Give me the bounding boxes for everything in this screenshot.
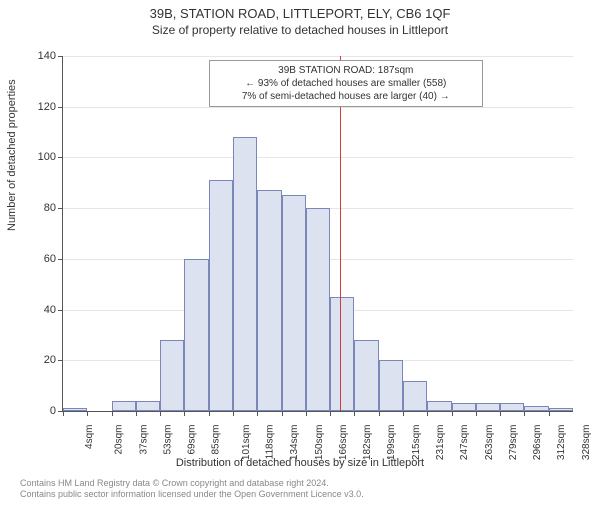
- xtick-label: 69sqm: [187, 425, 198, 455]
- xtick-mark: [452, 411, 453, 416]
- xtick-label: 312sqm: [557, 425, 568, 461]
- histogram-bar: [160, 340, 184, 411]
- xtick-label: 263sqm: [484, 425, 495, 461]
- ytick-label: 140: [38, 50, 56, 62]
- ytick-label: 60: [44, 253, 56, 265]
- histogram-bar: [233, 137, 257, 411]
- histogram-bar: [330, 297, 354, 411]
- ytick-label: 0: [50, 405, 56, 417]
- plot-area: [62, 56, 573, 412]
- xtick-mark: [379, 411, 380, 416]
- xtick-mark: [87, 411, 88, 416]
- ytick-mark: [58, 107, 63, 108]
- ytick-mark: [58, 259, 63, 260]
- ytick-mark: [58, 310, 63, 311]
- marker-info-line: 39B STATION ROAD: 187sqm: [216, 64, 476, 77]
- histogram-bar: [112, 401, 136, 411]
- xtick-mark: [330, 411, 331, 416]
- xtick-label: 150sqm: [314, 425, 325, 461]
- ytick-mark: [58, 157, 63, 158]
- footer-line-2: Contains public sector information licen…: [20, 489, 364, 499]
- histogram-bar: [524, 406, 548, 411]
- marker-info-line: ← 93% of detached houses are smaller (55…: [216, 77, 476, 90]
- histogram-bar: [209, 180, 233, 411]
- xtick-label: 231sqm: [435, 425, 446, 461]
- xtick-mark: [354, 411, 355, 416]
- ytick-label: 100: [38, 151, 56, 163]
- marker-info-line: 7% of semi-detached houses are larger (4…: [216, 90, 476, 103]
- chart-title: 39B, STATION ROAD, LITTLEPORT, ELY, CB6 …: [0, 6, 600, 21]
- xtick-label: 182sqm: [362, 425, 373, 461]
- histogram-bar: [136, 401, 160, 411]
- xtick-mark: [112, 411, 113, 416]
- histogram-bar: [549, 408, 573, 411]
- xtick-mark: [136, 411, 137, 416]
- histogram-bar: [282, 195, 306, 411]
- xtick-label: 166sqm: [338, 425, 349, 461]
- xtick-label: 279sqm: [508, 425, 519, 461]
- xtick-label: 20sqm: [114, 425, 125, 455]
- xtick-label: 247sqm: [459, 425, 470, 461]
- gridline: [63, 157, 573, 158]
- xtick-mark: [427, 411, 428, 416]
- marker-line: [340, 56, 341, 411]
- xtick-mark: [160, 411, 161, 416]
- xtick-mark: [524, 411, 525, 416]
- xtick-label: 37sqm: [138, 425, 149, 455]
- xtick-mark: [209, 411, 210, 416]
- histogram-bar: [63, 408, 87, 411]
- xtick-label: 53sqm: [162, 425, 173, 455]
- xtick-label: 101sqm: [241, 425, 252, 461]
- xtick-mark: [233, 411, 234, 416]
- histogram-bar: [354, 340, 378, 411]
- xtick-mark: [63, 411, 64, 416]
- xtick-label: 4sqm: [84, 425, 95, 449]
- footer-line-1: Contains HM Land Registry data © Crown c…: [20, 478, 329, 488]
- ytick-mark: [58, 208, 63, 209]
- xtick-label: 118sqm: [264, 425, 275, 460]
- xtick-mark: [403, 411, 404, 416]
- histogram-bar: [452, 403, 476, 411]
- xtick-label: 296sqm: [532, 425, 543, 461]
- xtick-mark: [257, 411, 258, 416]
- chart-subtitle: Size of property relative to detached ho…: [0, 23, 600, 37]
- xtick-label: 134sqm: [289, 425, 300, 461]
- histogram-bar: [500, 403, 524, 411]
- histogram-bar: [476, 403, 500, 411]
- ytick-label: 80: [44, 202, 56, 214]
- histogram-bar: [379, 360, 403, 411]
- xtick-mark: [306, 411, 307, 416]
- ytick-mark: [58, 360, 63, 361]
- footer-text: Contains HM Land Registry data © Crown c…: [20, 478, 364, 500]
- histogram-bar: [403, 381, 427, 411]
- xtick-label: 328sqm: [581, 425, 592, 461]
- xtick-mark: [500, 411, 501, 416]
- histogram-bar: [257, 190, 281, 411]
- histogram-bar: [184, 259, 208, 411]
- xtick-mark: [184, 411, 185, 416]
- gridline: [63, 56, 573, 57]
- xtick-mark: [549, 411, 550, 416]
- xtick-mark: [282, 411, 283, 416]
- ytick-label: 120: [38, 101, 56, 113]
- xtick-mark: [476, 411, 477, 416]
- ytick-label: 20: [44, 354, 56, 366]
- ytick-mark: [58, 56, 63, 57]
- histogram-bar: [306, 208, 330, 411]
- xtick-label: 85sqm: [211, 425, 222, 455]
- ytick-label: 40: [44, 304, 56, 316]
- y-axis-label: Number of detached properties: [6, 79, 18, 231]
- marker-info-box: 39B STATION ROAD: 187sqm← 93% of detache…: [209, 60, 483, 107]
- chart-container: 39B, STATION ROAD, LITTLEPORT, ELY, CB6 …: [0, 6, 600, 506]
- xtick-label: 199sqm: [387, 425, 398, 461]
- xtick-label: 215sqm: [411, 425, 422, 461]
- histogram-bar: [427, 401, 451, 411]
